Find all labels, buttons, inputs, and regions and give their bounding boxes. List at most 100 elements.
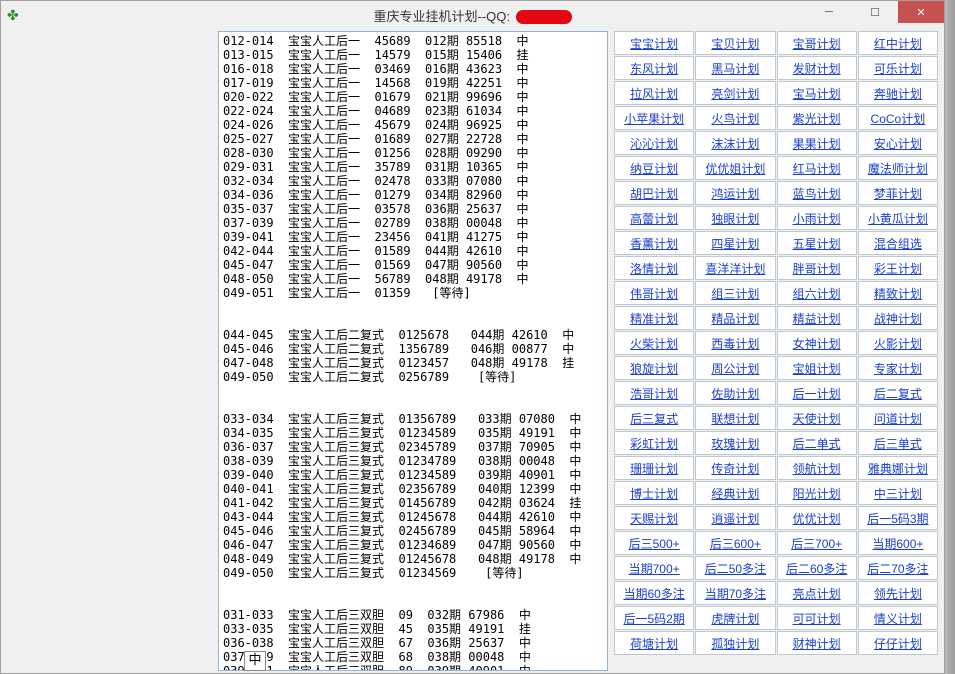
- plan-button[interactable]: 后一计划: [777, 381, 857, 405]
- plan-button[interactable]: 领航计划: [777, 456, 857, 480]
- plan-button[interactable]: 奔驰计划: [858, 81, 938, 105]
- plan-button[interactable]: 阳光计划: [777, 481, 857, 505]
- minimize-button[interactable]: ─: [806, 1, 852, 23]
- plan-button[interactable]: 精致计划: [858, 281, 938, 305]
- plan-button[interactable]: 彩虹计划: [614, 431, 694, 455]
- plan-button[interactable]: 荷塘计划: [614, 631, 694, 655]
- plan-button[interactable]: 亮点计划: [777, 581, 857, 605]
- plan-button[interactable]: 发财计划: [777, 56, 857, 80]
- plan-button[interactable]: 传奇计划: [695, 456, 775, 480]
- plan-button[interactable]: 火鸟计划: [695, 106, 775, 130]
- plan-button[interactable]: 东风计划: [614, 56, 694, 80]
- plan-button[interactable]: 独眼计划: [695, 206, 775, 230]
- plan-button[interactable]: 胡巴计划: [614, 181, 694, 205]
- plan-button[interactable]: 小黄瓜计划: [858, 206, 938, 230]
- plan-button[interactable]: 经典计划: [695, 481, 775, 505]
- log-scroll-pane[interactable]: 012-014 宝宝人工后一 45689 012期 85518 中 013-01…: [218, 31, 608, 671]
- plan-button[interactable]: 拉风计划: [614, 81, 694, 105]
- plan-button[interactable]: 四星计划: [695, 231, 775, 255]
- plan-button[interactable]: 可可计划: [777, 606, 857, 630]
- plan-button[interactable]: 当期60多注: [614, 581, 694, 605]
- plan-button[interactable]: 宝姐计划: [777, 356, 857, 380]
- plan-button[interactable]: 领先计划: [858, 581, 938, 605]
- plan-button[interactable]: 伟哥计划: [614, 281, 694, 305]
- plan-button[interactable]: 小苹果计划: [614, 106, 694, 130]
- plan-button[interactable]: 博士计划: [614, 481, 694, 505]
- plan-button[interactable]: 亮剑计划: [695, 81, 775, 105]
- plan-button[interactable]: 中三计划: [858, 481, 938, 505]
- plan-button[interactable]: 雅典娜计划: [858, 456, 938, 480]
- plan-button[interactable]: 彩王计划: [858, 256, 938, 280]
- plan-button[interactable]: 后二70多注: [858, 556, 938, 580]
- plan-button[interactable]: 梦菲计划: [858, 181, 938, 205]
- plan-button[interactable]: 后一5码3期: [858, 506, 938, 530]
- plan-button[interactable]: 西毒计划: [695, 331, 775, 355]
- plan-button[interactable]: 魔法师计划: [858, 156, 938, 180]
- plan-button[interactable]: 精准计划: [614, 306, 694, 330]
- plan-button[interactable]: 逍遥计划: [695, 506, 775, 530]
- plan-button[interactable]: 后三600+: [695, 531, 775, 555]
- plan-button[interactable]: 后三700+: [777, 531, 857, 555]
- plan-button[interactable]: 后二复式: [858, 381, 938, 405]
- plan-button[interactable]: 优优姐计划: [695, 156, 775, 180]
- plan-button[interactable]: 当期70多注: [695, 581, 775, 605]
- plan-button[interactable]: 宝马计划: [777, 81, 857, 105]
- plan-button[interactable]: 红中计划: [858, 31, 938, 55]
- plan-button[interactable]: 精品计划: [695, 306, 775, 330]
- plan-button[interactable]: 果果计划: [777, 131, 857, 155]
- plan-button[interactable]: 安心计划: [858, 131, 938, 155]
- plan-button[interactable]: 周公计划: [695, 356, 775, 380]
- plan-button[interactable]: 后三单式: [858, 431, 938, 455]
- plan-button[interactable]: 战神计划: [858, 306, 938, 330]
- plan-button[interactable]: 沁沁计划: [614, 131, 694, 155]
- plan-button[interactable]: 后一5码2期: [614, 606, 694, 630]
- plan-button[interactable]: 小雨计划: [777, 206, 857, 230]
- plan-button[interactable]: 仔仔计划: [858, 631, 938, 655]
- plan-button[interactable]: 财神计划: [777, 631, 857, 655]
- plan-button[interactable]: 火影计划: [858, 331, 938, 355]
- plan-button[interactable]: 专家计划: [858, 356, 938, 380]
- plan-button[interactable]: 香薰计划: [614, 231, 694, 255]
- plan-button[interactable]: 组三计划: [695, 281, 775, 305]
- plan-button[interactable]: 宝宝计划: [614, 31, 694, 55]
- plan-button[interactable]: 组六计划: [777, 281, 857, 305]
- plan-button[interactable]: 洛情计划: [614, 256, 694, 280]
- plan-button[interactable]: 优优计划: [777, 506, 857, 530]
- plan-button[interactable]: 喜洋洋计划: [695, 256, 775, 280]
- plan-button[interactable]: 当期600+: [858, 531, 938, 555]
- plan-button[interactable]: 纳豆计划: [614, 156, 694, 180]
- plan-button[interactable]: 宝哥计划: [777, 31, 857, 55]
- plan-button[interactable]: 黑马计划: [695, 56, 775, 80]
- plan-button[interactable]: 混合组选: [858, 231, 938, 255]
- plan-button[interactable]: 情义计划: [858, 606, 938, 630]
- plan-button[interactable]: CoCo计划: [858, 106, 938, 130]
- plan-button[interactable]: 高蕾计划: [614, 206, 694, 230]
- plan-button[interactable]: 胖哥计划: [777, 256, 857, 280]
- plan-button[interactable]: 后三500+: [614, 531, 694, 555]
- plan-button[interactable]: 佐助计划: [695, 381, 775, 405]
- plan-button[interactable]: 蓝鸟计划: [777, 181, 857, 205]
- plan-button[interactable]: 玫瑰计划: [695, 431, 775, 455]
- plan-button[interactable]: 狼旋计划: [614, 356, 694, 380]
- plan-button[interactable]: 浩哥计划: [614, 381, 694, 405]
- plan-button[interactable]: 后三复式: [614, 406, 694, 430]
- plan-button[interactable]: 火柴计划: [614, 331, 694, 355]
- plan-button[interactable]: 精益计划: [777, 306, 857, 330]
- plan-button[interactable]: 后二60多注: [777, 556, 857, 580]
- plan-button[interactable]: 沫沫计划: [695, 131, 775, 155]
- plan-button[interactable]: 联想计划: [695, 406, 775, 430]
- maximize-button[interactable]: ☐: [852, 1, 898, 23]
- plan-button[interactable]: 当期700+: [614, 556, 694, 580]
- plan-button[interactable]: 后二50多注: [695, 556, 775, 580]
- plan-button[interactable]: 天使计划: [777, 406, 857, 430]
- plan-button[interactable]: 孤独计划: [695, 631, 775, 655]
- close-button[interactable]: ✕: [898, 1, 944, 23]
- plan-button[interactable]: 天赐计划: [614, 506, 694, 530]
- plan-button[interactable]: 问道计划: [858, 406, 938, 430]
- plan-button[interactable]: 后二单式: [777, 431, 857, 455]
- plan-button[interactable]: 鸿运计划: [695, 181, 775, 205]
- plan-button[interactable]: 宝贝计划: [695, 31, 775, 55]
- plan-button[interactable]: 红马计划: [777, 156, 857, 180]
- plan-button[interactable]: 虎牌计划: [695, 606, 775, 630]
- plan-button[interactable]: 女神计划: [777, 331, 857, 355]
